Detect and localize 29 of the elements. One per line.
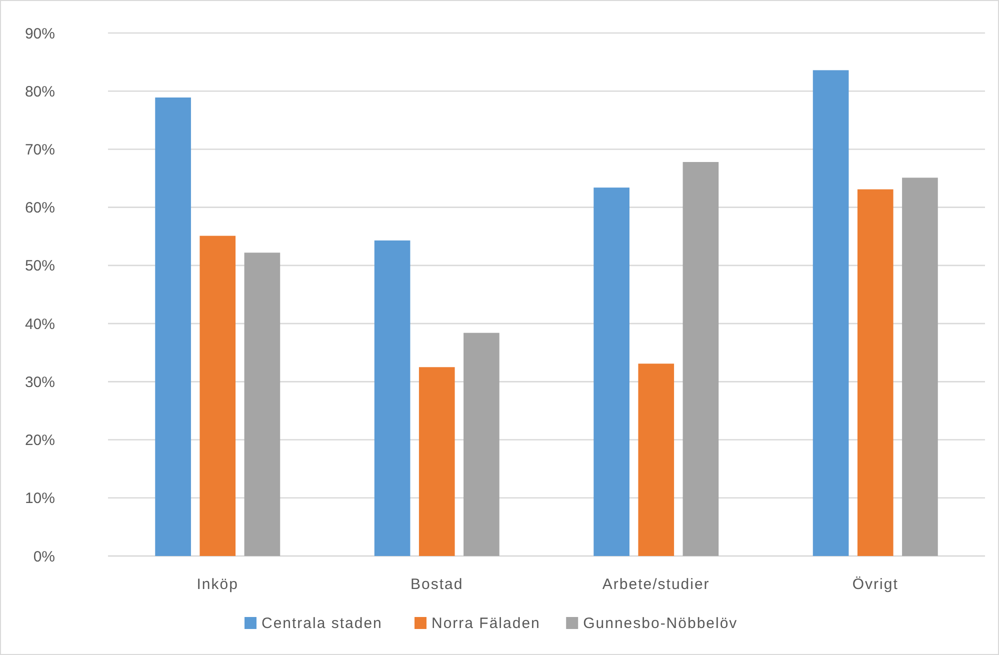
y-tick-label: 50% (24, 258, 55, 275)
y-tick-label: 10% (24, 490, 55, 508)
legend-label: Gunnesbo-Nöbbelöv (583, 615, 738, 632)
x-tick-label: Bostad (410, 576, 464, 593)
y-tick-label: 40% (24, 316, 55, 333)
bar (244, 252, 280, 556)
legend-label: Centrala staden (262, 615, 382, 632)
bar (464, 332, 500, 556)
bar (638, 364, 674, 556)
legend-label: Norra Fäladen (432, 615, 540, 632)
bar (200, 236, 236, 556)
bar (418, 367, 455, 556)
bar (594, 188, 630, 556)
bar (812, 70, 849, 556)
y-tick-label: 20% (24, 432, 55, 450)
bar (374, 240, 410, 556)
bar (857, 189, 894, 556)
y-tick-label: 80% (24, 83, 55, 100)
bar (902, 178, 938, 556)
bar (682, 162, 719, 556)
x-tick-label: Arbete/studier (602, 576, 710, 593)
x-tick-label: Inköp (196, 576, 238, 593)
y-tick-label: 60% (24, 200, 55, 217)
y-tick-label: 90% (24, 25, 55, 42)
x-tick-label: Övrigt (852, 576, 898, 593)
y-tick-label: 0% (33, 548, 55, 566)
bar (155, 98, 191, 556)
y-tick-label: 30% (24, 374, 55, 391)
y-tick-label: 70% (24, 141, 55, 158)
